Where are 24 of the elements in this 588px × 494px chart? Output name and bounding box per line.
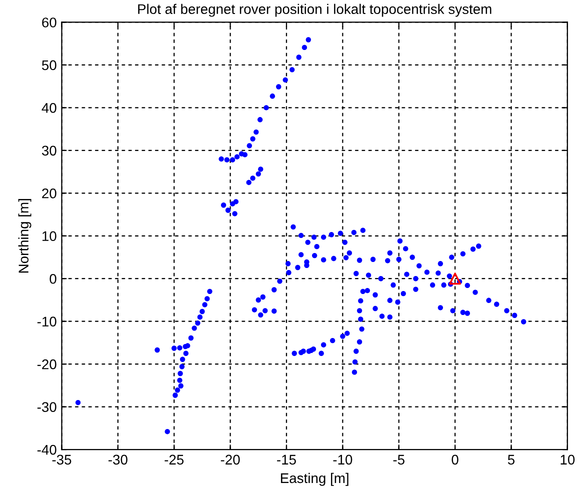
y-tick-label: 40 bbox=[42, 103, 56, 113]
y-tick-label: 30 bbox=[42, 146, 56, 156]
y-tick-label: 50 bbox=[42, 60, 56, 70]
y-tick-label: 10 bbox=[42, 231, 56, 242]
y-tick-label: -40 bbox=[37, 444, 56, 455]
x-tick-label: -5 bbox=[393, 454, 404, 465]
x-tick-label: 5 bbox=[508, 454, 515, 465]
x-tick-label: 0 bbox=[452, 454, 458, 465]
x-tick-label: 10 bbox=[560, 454, 575, 465]
y-tick-label: 20 bbox=[42, 188, 56, 198]
chart-title: Plot af beregnet rover position i lokalt topocentrisk system bbox=[138, 4, 492, 17]
x-tick-label: -35 bbox=[52, 454, 72, 465]
y-axis-title: Northing [m] bbox=[18, 199, 32, 273]
y-tick-label: -10 bbox=[37, 316, 56, 327]
x-tick-label: -30 bbox=[108, 454, 128, 465]
x-tick-label: -10 bbox=[333, 454, 352, 465]
x-tick-label: -15 bbox=[277, 454, 296, 465]
y-tick-label: 0 bbox=[50, 274, 56, 284]
x-axis-title: Easting [m] bbox=[280, 472, 348, 486]
y-tick-label: -20 bbox=[37, 359, 56, 370]
y-tick-label: -30 bbox=[37, 402, 56, 412]
x-tick-label: -20 bbox=[220, 454, 240, 465]
y-tick-label: 60 bbox=[42, 18, 56, 28]
x-tick-label: -25 bbox=[164, 454, 184, 465]
